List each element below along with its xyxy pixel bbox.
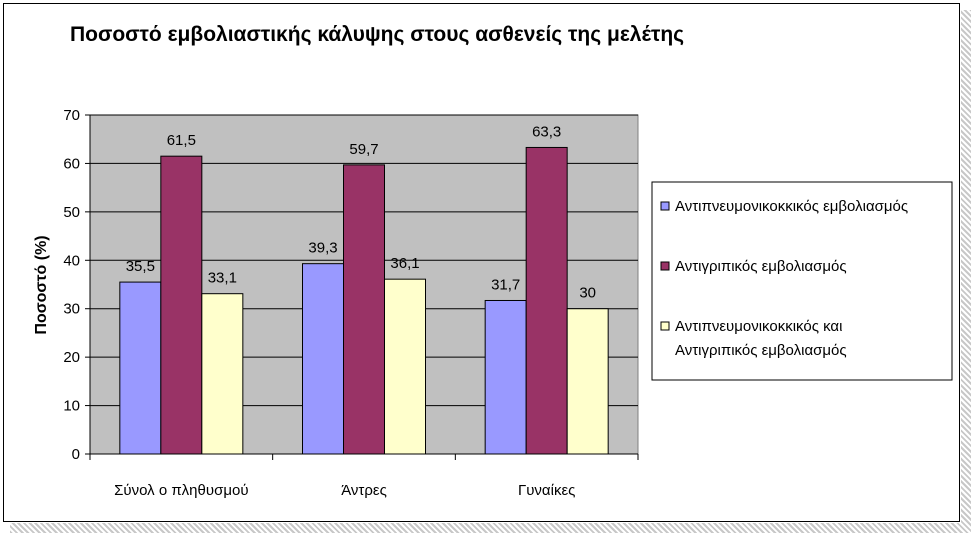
data-label: 61,5 [167, 132, 196, 149]
x-tick-label: Άντρες [341, 482, 387, 499]
bar-group: 31,7 63,3 30 [484, 123, 609, 455]
data-label: 63,3 [532, 123, 561, 140]
data-label: 33,1 [208, 270, 237, 287]
legend-swatch [660, 261, 670, 271]
y-tick-label: 20 [63, 349, 80, 366]
legend-label: Αντιγριπικός εμβολιασμός [675, 342, 847, 359]
bar [343, 164, 385, 455]
y-tick-label: 40 [63, 252, 80, 269]
bar [484, 299, 527, 455]
y-tick-label: 30 [63, 301, 80, 318]
y-tick-label: 50 [63, 204, 80, 221]
data-label: 31,7 [491, 276, 520, 293]
data-label: 35,5 [126, 258, 155, 275]
frame-shadow-bottom [10, 523, 971, 533]
y-tick-label: 70 [63, 107, 80, 124]
x-tick-label: Σύνολ ο πληθυσμού [114, 482, 248, 499]
data-label: 39,3 [308, 240, 337, 257]
plot-area: 0 10 20 30 40 50 60 70 35,5 61,5 33,1 Σύνολ ο πληθυ… [63, 107, 639, 499]
x-tick-label: Γυναίκες [518, 482, 575, 499]
legend-box [651, 181, 953, 381]
legend-label: Αντιγριπικός εμβολιασμός [675, 258, 847, 275]
data-label: 36,1 [390, 255, 419, 272]
bar [525, 146, 568, 455]
bar-group: 35,5 61,5 33,1 [119, 132, 244, 455]
bar [384, 278, 426, 455]
y-tick-label: 10 [63, 398, 80, 415]
legend-label: Αντιπνευμονικοκκικός εμβολιασμός [675, 198, 908, 215]
bar [566, 308, 609, 455]
y-axis-label: Ποσοστό (%) [33, 235, 50, 334]
data-label: 59,7 [349, 141, 378, 158]
bar [119, 281, 162, 455]
y-tick-label: 0 [72, 446, 80, 463]
bar-group: 39,3 59,7 36,1 [302, 141, 426, 455]
bar [160, 155, 203, 455]
legend-swatch [660, 321, 670, 331]
legend-label: Αντιπνευμονικοκκικός και [675, 318, 842, 335]
bar [201, 293, 244, 455]
legend: Αντιπνευμονικοκκικός εμβολιασμός Αντιγριπ… [651, 181, 953, 381]
frame-shadow-right [961, 10, 971, 528]
bar [302, 263, 344, 455]
chart-title: Ποσοστό εμβολιαστικής κάλυψης στους ασθε… [70, 23, 684, 46]
data-label: 30 [579, 285, 596, 302]
y-tick-label: 60 [63, 155, 80, 172]
legend-swatch [660, 201, 670, 211]
